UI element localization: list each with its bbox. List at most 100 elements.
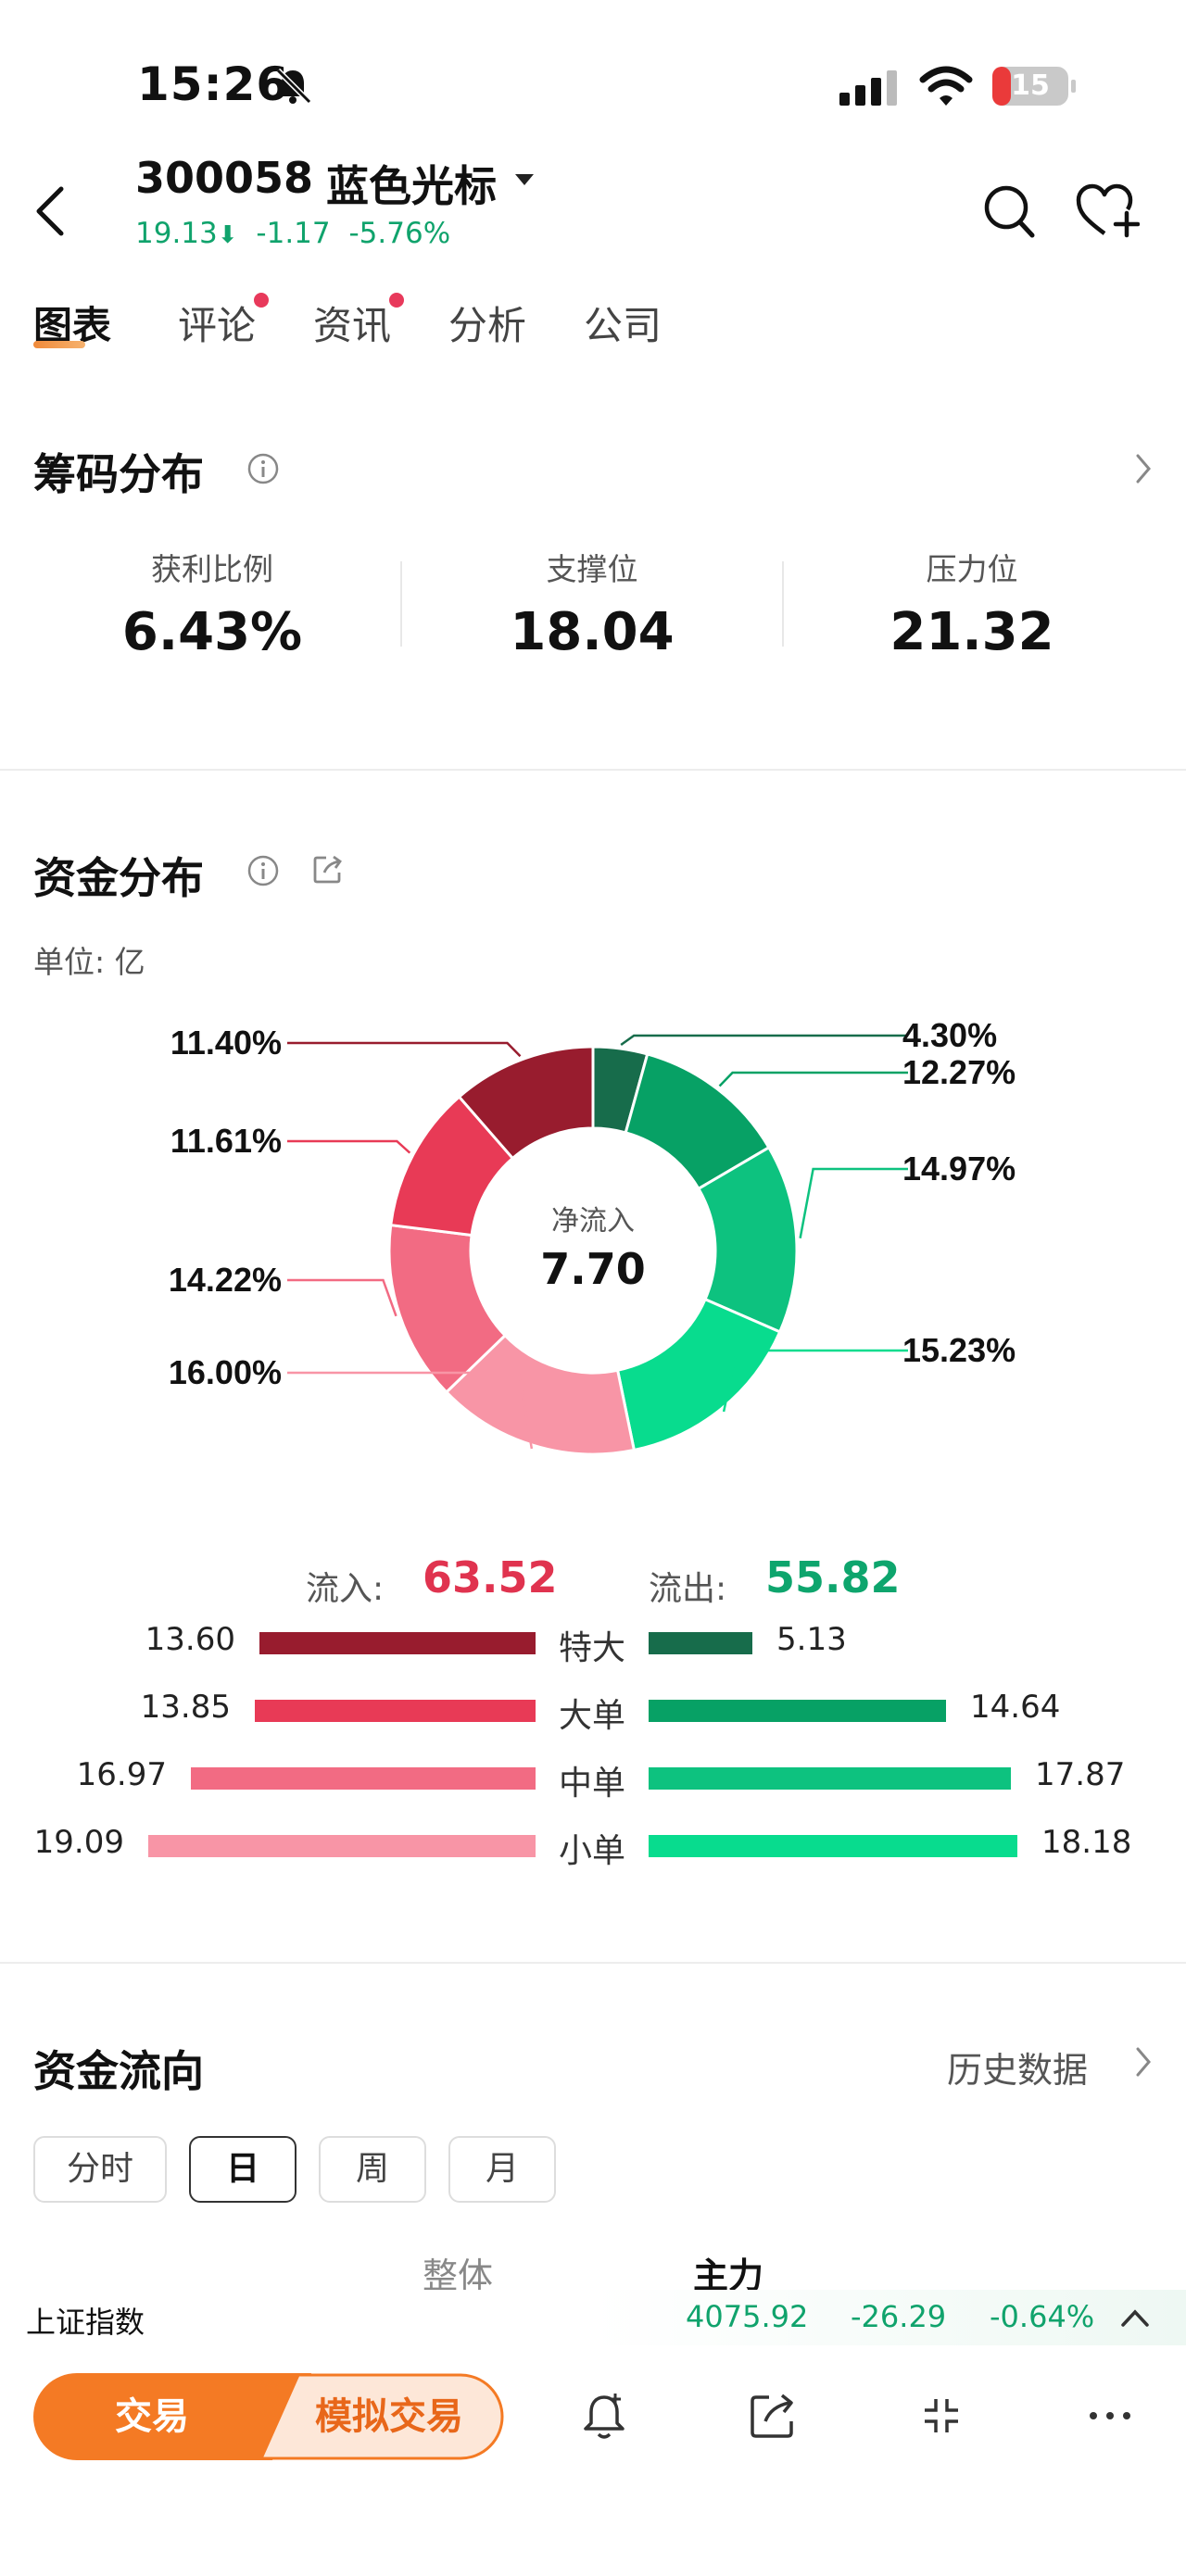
info-icon[interactable]	[246, 854, 280, 887]
metric-profit-ratio: 获利比例 6.43%	[22, 545, 402, 662]
fund-distribution-donut: 4.30%12.27% 14.97% 15.23% 16.00% 14.22% 11.61…	[169, 1016, 1016, 1456]
trade-button[interactable]: 交易	[115, 2395, 189, 2438]
outflow-value: 5.13	[776, 1621, 847, 1658]
metric-value: 21.32	[890, 602, 1054, 662]
tab-label: 资讯	[313, 303, 392, 348]
flow-row: 16.97 中单 17.87	[0, 1751, 1186, 1816]
outflow-bar	[649, 1835, 1017, 1857]
tab-label: 评论	[178, 303, 257, 348]
index-value: 4075.92	[686, 2299, 809, 2334]
stock-change-pct: -5.76%	[348, 217, 451, 250]
collapse-icon[interactable]	[915, 2390, 967, 2442]
metric-value: 18.04	[510, 602, 675, 662]
donut-slice-label: 4.30%	[902, 1016, 997, 1054]
outflow-value: 14.64	[970, 1689, 1061, 1726]
stock-change: -1.17	[256, 217, 331, 250]
pill-label: 分时	[66, 2150, 133, 2188]
arrow-down-icon: ⬇	[217, 221, 238, 249]
index-ticker[interactable]: 上证指数 4075.92 -26.29 -0.64%	[0, 2290, 1186, 2345]
chevron-right-icon[interactable]	[1132, 450, 1154, 487]
flow-row: 19.09 小单 18.18	[0, 1818, 1186, 1883]
chevron-right-icon[interactable]	[1132, 2043, 1154, 2080]
outflow-value: 17.87	[1035, 1756, 1126, 1793]
fund-section-title: 资金分布	[33, 853, 204, 903]
pill-label: 月	[485, 2150, 519, 2188]
info-icon[interactable]	[246, 452, 280, 485]
stock-code[interactable]: 300058	[135, 153, 314, 203]
notification-dot	[389, 293, 404, 308]
donut-leader-line	[718, 1071, 908, 1087]
share-icon[interactable]	[747, 2390, 799, 2442]
inflow-value: 16.97	[76, 1756, 167, 1793]
tab-analysis[interactable]: 分析	[448, 295, 526, 351]
col-main[interactable]: 主力	[693, 2256, 764, 2296]
donut-center-value: 7.70	[540, 1244, 646, 1294]
add-favorite-icon[interactable]	[1075, 182, 1140, 239]
period-month[interactable]: 月	[448, 2136, 556, 2203]
trade-button-bg[interactable]	[33, 2373, 311, 2460]
period-intraday[interactable]: 分时	[33, 2136, 167, 2203]
period-day[interactable]: 日	[189, 2136, 296, 2203]
tab-news[interactable]: 资讯	[313, 293, 404, 351]
back-icon[interactable]	[32, 183, 69, 239]
chevron-up-icon[interactable]	[1119, 2306, 1151, 2329]
flow-row: 13.85 大单 14.64	[0, 1683, 1186, 1748]
donut-slice-label: 15.23%	[902, 1331, 1016, 1369]
caret-down-icon[interactable]	[513, 172, 536, 187]
tab-company[interactable]: 公司	[584, 295, 662, 351]
index-name: 上证指数	[26, 2305, 145, 2340]
inflow-bar	[148, 1835, 536, 1857]
stock-name[interactable]: 蓝色光标	[326, 161, 497, 211]
inflow-total: 63.52	[423, 1552, 558, 1602]
index-change-pct: -0.64%	[990, 2299, 1095, 2334]
donut-leader-line	[287, 1041, 522, 1058]
donut-leader-line	[722, 1349, 908, 1413]
inflow-value: 13.85	[140, 1689, 231, 1726]
order-category: 中单	[558, 1765, 625, 1803]
inflow-value: 19.09	[33, 1824, 124, 1861]
history-data-link[interactable]: 历史数据	[947, 2050, 1089, 2091]
inflow-bar	[191, 1767, 536, 1790]
order-category: 特大	[558, 1629, 625, 1667]
metric-label: 获利比例	[151, 551, 273, 587]
tab-chart[interactable]: 图表	[33, 295, 111, 351]
tab-comments[interactable]: 评论	[178, 293, 269, 351]
donut-slice-label: 11.40%	[170, 1024, 282, 1062]
tab-label: 公司	[584, 303, 662, 348]
period-week[interactable]: 周	[319, 2136, 426, 2203]
sim-trade-button-bg[interactable]	[258, 2373, 504, 2460]
outflow-label: 流出:	[649, 1570, 727, 1608]
sim-trade-button[interactable]: 模拟交易	[315, 2395, 463, 2438]
divider	[782, 561, 784, 647]
donut-slice-label: 11.61%	[170, 1122, 282, 1160]
alert-bell-icon[interactable]	[578, 2390, 630, 2442]
pill-label: 周	[355, 2150, 389, 2188]
donut-slice	[615, 1297, 782, 1452]
bell-off-icon	[275, 68, 312, 105]
col-whole[interactable]: 整体	[423, 2256, 494, 2296]
pill-label: 日	[225, 2150, 259, 2188]
inflow-bar	[259, 1632, 536, 1654]
search-icon[interactable]	[982, 182, 1036, 239]
donut-slice-label: 16.00%	[169, 1353, 282, 1391]
order-category: 大单	[558, 1697, 625, 1735]
battery-level: 15	[1011, 69, 1050, 102]
more-icon[interactable]	[1084, 2390, 1136, 2442]
metric-value: 6.43%	[121, 602, 303, 662]
index-change: -26.29	[851, 2299, 947, 2334]
direction-section-title: 资金流向	[33, 2046, 204, 2096]
metric-label: 压力位	[926, 551, 1018, 587]
stock-price: 19.13	[135, 217, 218, 250]
donut-slice-label: 12.27%	[902, 1053, 1016, 1091]
active-tab-indicator	[33, 341, 85, 348]
share-icon[interactable]	[311, 852, 345, 886]
stock-quote: 19.13⬇ -1.17 -5.76%	[135, 217, 450, 250]
donut-leader-line	[620, 1034, 908, 1047]
outflow-bar	[649, 1632, 752, 1654]
donut-leader-line	[287, 1278, 397, 1317]
battery-icon	[992, 67, 1076, 106]
tab-label: 图表	[33, 303, 112, 348]
chip-section-title: 筹码分布	[33, 449, 204, 499]
donut-slice-label: 14.22%	[169, 1261, 282, 1299]
signal-icon	[839, 70, 897, 106]
